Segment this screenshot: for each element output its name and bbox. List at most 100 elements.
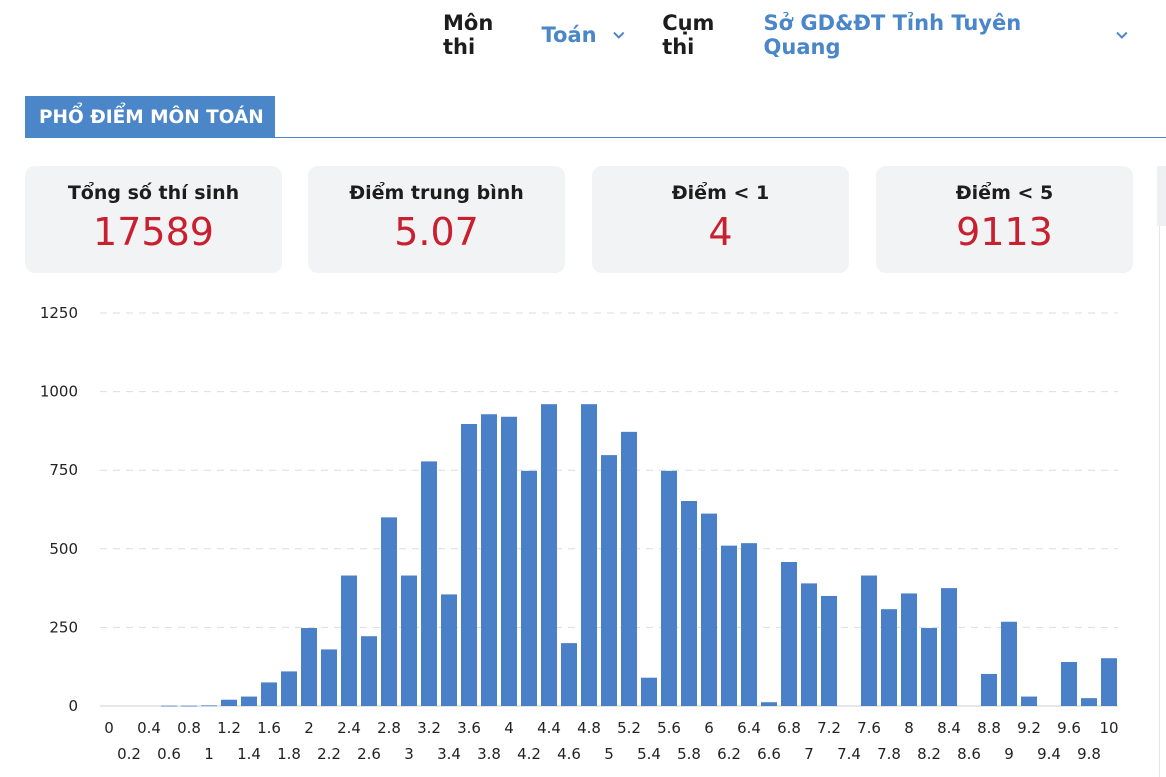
x-tick-label: 1	[204, 745, 214, 763]
stat-card-total: Tổng số thí sinh 17589	[25, 166, 282, 273]
bar	[201, 705, 217, 707]
bar	[401, 575, 417, 706]
x-tick-label: 0.8	[177, 719, 201, 737]
bar	[281, 671, 297, 706]
x-tick-label: 5.8	[677, 745, 701, 763]
bar	[721, 545, 737, 706]
y-tick-label: 500	[49, 540, 78, 558]
bar	[641, 677, 657, 706]
bar	[881, 609, 897, 706]
x-tick-label: 3.4	[437, 745, 461, 763]
chevron-down-icon[interactable]	[1114, 27, 1130, 43]
bar	[921, 628, 937, 706]
x-tick-label: 8.4	[937, 719, 961, 737]
x-tick-label: 8	[904, 719, 914, 737]
cluster-filter-label: Cụm thi	[662, 11, 715, 59]
stat-card-average: Điểm trung bình 5.07	[308, 166, 565, 273]
bar	[161, 705, 177, 707]
x-tick-label: 9.2	[1017, 719, 1041, 737]
x-tick-label: 5.2	[617, 719, 641, 737]
cluster-filter[interactable]: Cụm thi Sở GD&ĐT Tỉnh Tuyên Quang	[662, 11, 1130, 59]
bar	[561, 643, 577, 706]
x-tick-label: 3	[404, 745, 414, 763]
stat-label: Điểm < 5	[955, 182, 1054, 204]
bar	[801, 583, 817, 706]
x-tick-label: 2	[304, 719, 314, 737]
x-tick-label: 9.4	[1037, 745, 1061, 763]
bar	[301, 628, 317, 706]
x-tick-label: 2.2	[317, 745, 341, 763]
x-tick-label: 4.6	[557, 745, 581, 763]
x-tick-label: 1.2	[217, 719, 241, 737]
bar	[181, 705, 197, 707]
x-tick-label: 8.6	[957, 745, 981, 763]
stat-card-below-1: Điểm < 1 4	[592, 166, 849, 273]
y-tick-label: 1250	[40, 304, 78, 322]
x-tick-label: 1.6	[257, 719, 281, 737]
x-tick-label: 1.4	[237, 745, 261, 763]
x-tick-label: 3.8	[477, 745, 501, 763]
x-tick-label: 8.2	[917, 745, 941, 763]
bar	[981, 673, 997, 706]
x-tick-label: 6.2	[717, 745, 741, 763]
subject-filter[interactable]: Môn thi Toán	[443, 11, 626, 59]
x-tick-label: 6.6	[757, 745, 781, 763]
stat-label: Điểm trung bình	[349, 182, 524, 204]
bar	[701, 513, 717, 706]
stat-card-below-5: Điểm < 5 9113	[876, 166, 1133, 273]
section-title: PHỔ ĐIỂM MÔN TOÁN	[25, 96, 275, 138]
subject-filter-value[interactable]: Toán	[541, 23, 597, 47]
stat-label: Điểm < 1	[671, 182, 770, 204]
stat-value: 5.07	[394, 210, 479, 254]
bar	[941, 588, 957, 706]
bar	[621, 431, 637, 706]
bar	[381, 517, 397, 706]
bar	[481, 414, 497, 706]
cluster-filter-value[interactable]: Sở GD&ĐT Tỉnh Tuyên Quang	[763, 11, 1022, 59]
section-divider	[25, 137, 1166, 138]
chevron-down-icon[interactable]	[611, 27, 627, 43]
stat-value: 17589	[93, 210, 214, 254]
x-tick-label: 8.8	[977, 719, 1001, 737]
subject-filter-label: Môn thi	[443, 11, 494, 59]
x-tick-label: 4.8	[577, 719, 601, 737]
x-tick-label: 5.4	[637, 745, 661, 763]
x-tick-label: 6.8	[777, 719, 801, 737]
x-tick-label: 9.8	[1077, 745, 1101, 763]
bar	[901, 593, 917, 706]
x-tick-label: 9.6	[1057, 719, 1081, 737]
x-tick-label: 7.2	[817, 719, 841, 737]
bar	[741, 543, 757, 706]
bar	[261, 682, 277, 706]
side-panel-border	[1159, 226, 1160, 777]
bar	[321, 649, 337, 706]
bar	[861, 575, 877, 706]
bar	[521, 470, 537, 706]
x-tick-label: 7.8	[877, 745, 901, 763]
x-tick-label: 2.6	[357, 745, 381, 763]
x-tick-label: 7.4	[837, 745, 861, 763]
x-tick-label: 2.8	[377, 719, 401, 737]
bar	[361, 636, 377, 706]
bar	[341, 575, 357, 706]
stat-label: Tổng số thí sinh	[67, 182, 240, 204]
bar	[541, 404, 557, 706]
bar	[1001, 621, 1017, 706]
filter-bar: Môn thi Toán Cụm thi Sở GD&ĐT Tỉnh Tuyên…	[443, 11, 1166, 59]
bar	[1081, 698, 1097, 706]
bar	[681, 501, 697, 706]
bar	[781, 562, 797, 706]
bar	[421, 461, 437, 706]
x-tick-label: 7	[804, 745, 814, 763]
y-tick-label: 250	[49, 618, 78, 636]
bar	[661, 470, 677, 706]
score-distribution-chart: 02505007501000125000.20.40.60.811.21.41.…	[40, 304, 1119, 763]
x-tick-label: 5.6	[657, 719, 681, 737]
x-tick-label: 4	[504, 719, 514, 737]
x-tick-label: 9	[1004, 745, 1014, 763]
bar	[761, 702, 777, 706]
bar	[241, 696, 257, 706]
x-tick-label: 4.2	[517, 745, 541, 763]
y-tick-label: 1000	[40, 383, 78, 401]
x-tick-label: 0.4	[137, 719, 161, 737]
